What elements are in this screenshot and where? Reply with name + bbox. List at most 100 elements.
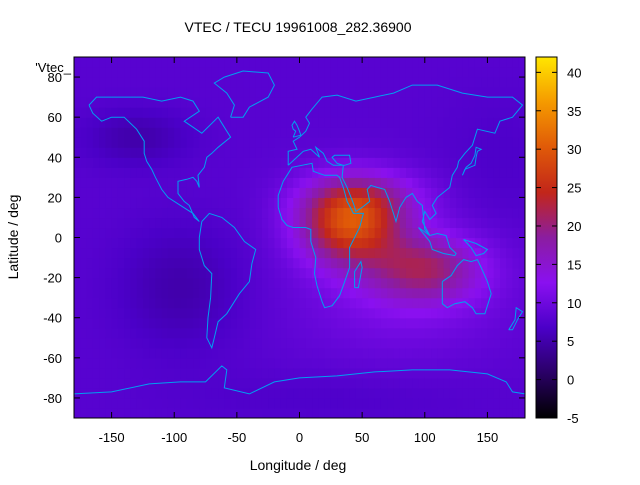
heatmap-cell [261, 77, 269, 88]
heatmap-cell [349, 237, 357, 249]
heatmap-cell [105, 157, 113, 168]
heatmap-cell [193, 147, 200, 158]
heatmap-cell [506, 307, 514, 319]
heatmap-cell [99, 237, 106, 249]
heatmap-cell [368, 407, 376, 418]
heatmap-cell [111, 247, 119, 259]
heatmap-cell [167, 107, 175, 118]
heatmap-cell [218, 397, 225, 409]
heatmap-cell [318, 267, 326, 279]
heatmap-cell [312, 347, 319, 359]
heatmap-cell [305, 177, 313, 188]
heatmap-cell [305, 67, 313, 78]
heatmap-cell [499, 107, 507, 118]
heatmap-cell [418, 327, 426, 339]
heatmap-cell [368, 97, 376, 108]
heatmap-cell [124, 247, 131, 259]
heatmap-cell [431, 257, 438, 269]
heatmap-cell [456, 147, 463, 158]
heatmap-cell [142, 177, 150, 188]
heatmap-cell [167, 307, 175, 319]
heatmap-cell [268, 177, 276, 188]
heatmap-cell [293, 277, 301, 289]
heatmap-cell [349, 157, 357, 168]
heatmap-cell [393, 237, 401, 249]
heatmap-cell [243, 127, 250, 138]
heatmap-cell [499, 257, 507, 269]
heatmap-cell [512, 357, 520, 369]
heatmap-cell [518, 367, 525, 379]
heatmap-cell [380, 187, 388, 198]
heatmap-cell [268, 247, 276, 259]
heatmap-cell [349, 167, 357, 178]
heatmap-cell [399, 127, 407, 138]
heatmap-cell [268, 367, 276, 379]
heatmap-cell [224, 347, 232, 359]
heatmap-cell [280, 397, 288, 409]
heatmap-cell [318, 257, 326, 269]
heatmap-cell [355, 257, 363, 269]
heatmap-cell [117, 157, 125, 168]
heatmap-cell [261, 397, 269, 409]
heatmap-cell [105, 217, 113, 229]
heatmap-cell [318, 387, 326, 399]
heatmap-cell [236, 267, 244, 279]
heatmap-cell [387, 177, 395, 188]
heatmap-cell [380, 307, 388, 319]
heatmap-cell [481, 317, 489, 329]
heatmap-cell [186, 177, 194, 188]
heatmap-cell [230, 287, 238, 299]
heatmap-cell [362, 67, 369, 78]
heatmap-cell [224, 137, 232, 148]
heatmap-cell [424, 207, 432, 219]
heatmap-cell [380, 137, 388, 148]
heatmap-cell [249, 407, 257, 418]
heatmap-cell [506, 367, 514, 379]
heatmap-cell [343, 327, 351, 339]
heatmap-cell [149, 57, 157, 68]
heatmap-cell [255, 87, 263, 98]
heatmap-cell [487, 187, 495, 198]
heatmap-cell [299, 187, 307, 198]
heatmap-cell [330, 97, 338, 108]
heatmap-cell [487, 377, 495, 389]
heatmap-cell [155, 257, 163, 269]
heatmap-cell [180, 137, 188, 148]
heatmap-cell [462, 367, 470, 379]
heatmap-cell [299, 377, 307, 389]
heatmap-cell [380, 337, 388, 349]
heatmap-cell [337, 337, 344, 349]
heatmap-cell [74, 367, 81, 379]
heatmap-cell [330, 67, 338, 78]
heatmap-cell [456, 97, 463, 108]
heatmap-cell [199, 207, 207, 219]
heatmap-cell [493, 227, 501, 239]
heatmap-cell [374, 87, 382, 98]
heatmap-cell [462, 167, 470, 178]
heatmap-cell [305, 297, 313, 309]
heatmap-cell [161, 397, 169, 409]
heatmap-cell [437, 167, 445, 178]
heatmap-cell [236, 97, 244, 108]
heatmap-cell [211, 147, 219, 158]
heatmap-cell [86, 87, 94, 98]
heatmap-cell [474, 187, 482, 198]
heatmap-cell [412, 397, 420, 409]
heatmap-cell [261, 57, 269, 68]
heatmap-cell [211, 347, 219, 359]
heatmap-cell [261, 87, 269, 98]
heatmap-cell [199, 397, 207, 409]
heatmap-cell [468, 67, 476, 78]
heatmap-cell [487, 327, 495, 339]
heatmap-cell [449, 307, 457, 319]
heatmap-cell [92, 217, 100, 229]
coastline-greenland [213, 70, 275, 118]
heatmap-cell [218, 177, 225, 188]
heatmap-cell [274, 287, 282, 299]
heatmap-cell [224, 297, 232, 309]
heatmap-cell [380, 207, 388, 219]
heatmap-cell [124, 327, 131, 339]
heatmap-cell [474, 257, 482, 269]
heatmap-cell [481, 107, 489, 118]
